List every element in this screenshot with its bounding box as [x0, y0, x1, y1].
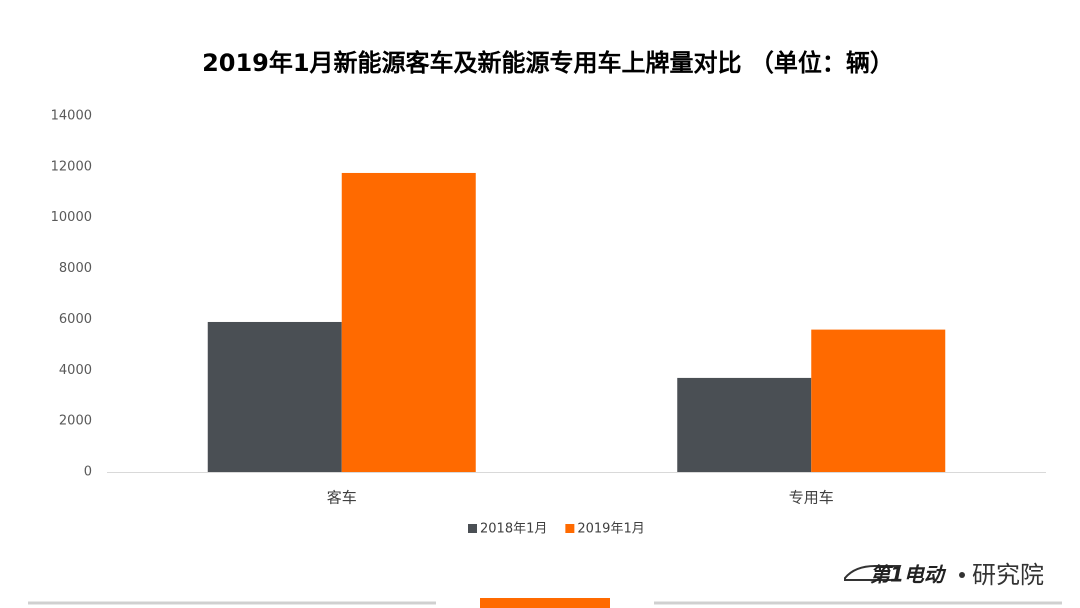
bar [341, 172, 476, 472]
logo-car [844, 565, 902, 581]
y-tick-label: 8000 [59, 261, 92, 276]
bar [207, 321, 342, 472]
legend-label: 2018年1月 [480, 522, 547, 537]
x-tick-label: 客车 [327, 489, 357, 507]
y-tick-label: 10000 [51, 210, 92, 225]
y-tick-label: 2000 [59, 414, 92, 429]
legend-swatch [468, 524, 477, 533]
logo: 第1电动 研究院 [844, 561, 1044, 589]
y-tick-label: 6000 [59, 312, 92, 327]
y-tick-label: 4000 [59, 363, 92, 378]
logo-dot [959, 572, 965, 578]
chart-title: 2019年1月新能源客车及新能源专用车上牌量对比 （单位：辆） [202, 49, 894, 77]
legend-label: 2019年1月 [577, 522, 644, 537]
bar [811, 329, 946, 472]
y-tick-label: 0 [84, 465, 92, 480]
x-tick-label: 专用车 [789, 489, 834, 507]
y-tick-label: 14000 [51, 109, 92, 124]
logo-sub: 研究院 [972, 561, 1044, 589]
logo-brand: 第1电动 [870, 563, 947, 587]
footer-block [480, 598, 610, 608]
bar [677, 377, 812, 472]
legend-swatch [565, 524, 575, 533]
y-tick-label: 12000 [51, 159, 92, 174]
